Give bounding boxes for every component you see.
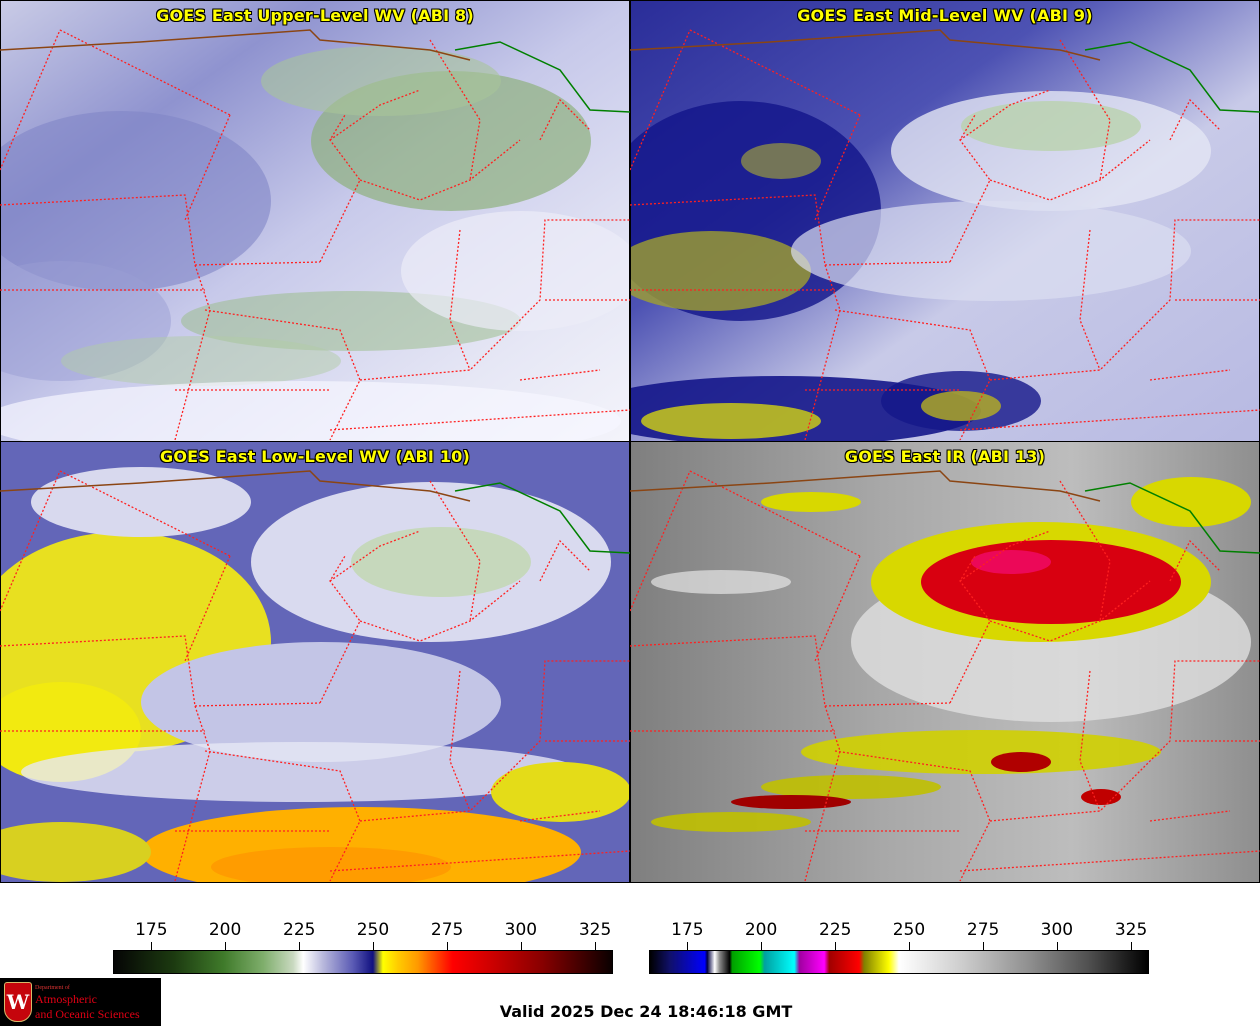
colorbar-ir-tick-mark	[1056, 942, 1058, 950]
satellite-image-ir	[631, 442, 1259, 882]
colorbar-wv-ticks: 175 200 225 250 275 300 325	[113, 920, 611, 950]
colorbar-wv-tick-label: 275	[430, 920, 464, 940]
satellite-image-low-wv	[1, 442, 629, 882]
aos-logo: W Department of Atmospheric and Oceanic …	[0, 978, 161, 1026]
panel-low-level-wv: GOES East Low-Level WV (ABI 10)	[0, 441, 630, 883]
panel-mid-level-wv: GOES East Mid-Level WV (ABI 9)	[630, 0, 1260, 442]
colorbar-ir-tick-mark	[761, 942, 763, 950]
colorbar-ir-ticks: 175 200 225 250 275 300 325	[649, 920, 1147, 950]
colorbar-ir-tick-label: 300	[1040, 920, 1074, 940]
colorbar-ir-tick-label: 325	[1114, 920, 1148, 940]
colorbar-ir-tick-label: 200	[744, 920, 778, 940]
colorbar-wv-tick-label: 175	[135, 920, 168, 940]
satellite-image-mid-wv	[631, 1, 1259, 441]
logo-line-1: Atmospheric	[35, 992, 97, 1006]
logo-dept: Department of	[35, 985, 70, 991]
colorbar-ir-tick-mark	[687, 942, 689, 950]
colorbar-ir-tick-mark	[983, 942, 985, 950]
colorbar-wv-tick-label: 225	[283, 920, 316, 940]
panel-ir: GOES East IR (ABI 13)	[630, 441, 1260, 883]
colorbar-water-vapor	[113, 950, 613, 974]
colorbar-wv-tick-mark	[225, 942, 227, 950]
panel-title: GOES East Low-Level WV (ABI 10)	[159, 447, 470, 466]
panel-upper-level-wv: GOES East Upper-Level WV (ABI 8)	[0, 0, 630, 442]
colorbar-ir-tick-mark	[835, 942, 837, 950]
logo-line-2: and Oceanic Sciences	[35, 1007, 140, 1021]
colorbar-ir-tick-label: 225	[819, 920, 852, 940]
colorbar-wv-tick-label: 325	[578, 920, 612, 940]
colorbar-ir-tick-label: 175	[671, 920, 704, 940]
panel-title: GOES East IR (ABI 13)	[844, 447, 1046, 466]
colorbar-wv-tick-label: 250	[356, 920, 390, 940]
colorbar-wv-tick-mark	[447, 942, 449, 950]
colorbar-wv-tick-mark	[151, 942, 153, 950]
panel-title: GOES East Upper-Level WV (ABI 8)	[156, 6, 474, 25]
colorbar-wv-tick-label: 200	[208, 920, 242, 940]
colorbar-ir-tick-mark	[1131, 942, 1133, 950]
colorbar-wv-tick-mark	[299, 942, 301, 950]
colorbar-ir-tick-label: 275	[966, 920, 1000, 940]
colorbar-infrared	[649, 950, 1149, 974]
colorbar-ir-tick-mark	[908, 942, 910, 950]
panel-title: GOES East Mid-Level WV (ABI 9)	[797, 6, 1093, 25]
valid-time: Valid 2025 Dec 24 18:46:18 GMT	[499, 1002, 793, 1021]
colorbar-wv-tick-mark	[520, 942, 522, 950]
colorbar-wv-tick-label: 300	[504, 920, 538, 940]
colorbar-wv-tick-mark	[372, 942, 374, 950]
colorbar-ir-tick-label: 250	[892, 920, 926, 940]
uw-crest-icon: W	[4, 982, 32, 1022]
satellite-image-upper-wv	[1, 1, 629, 441]
colorbar-wv-tick-mark	[595, 942, 597, 950]
